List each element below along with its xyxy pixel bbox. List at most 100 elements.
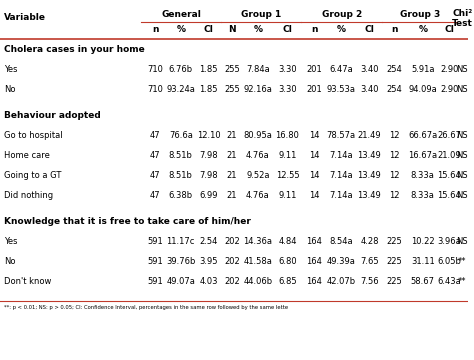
Text: 13.49: 13.49 [357,171,381,180]
Text: 21: 21 [227,171,237,180]
Text: 11.17c: 11.17c [166,237,195,246]
Text: 93.24a: 93.24a [166,85,195,94]
Text: 12: 12 [389,131,400,140]
Text: 225: 225 [386,257,402,266]
Text: 3.30: 3.30 [278,65,297,74]
Text: 12: 12 [389,151,400,160]
Text: 254: 254 [386,65,402,74]
Text: 16.67a: 16.67a [408,151,438,160]
Text: 21: 21 [227,131,237,140]
Text: 10.22: 10.22 [411,237,435,246]
Text: 58.67: 58.67 [411,277,435,286]
Text: %: % [418,25,427,34]
Text: NS: NS [456,171,468,180]
Text: 8.51b: 8.51b [169,171,193,180]
Text: 591: 591 [147,277,163,286]
Text: CI: CI [283,25,292,34]
Text: n: n [152,25,158,34]
Text: 3.40: 3.40 [360,65,379,74]
Text: 164: 164 [306,277,322,286]
Text: 12.10: 12.10 [197,131,220,140]
Text: 3.96a: 3.96a [438,237,461,246]
Text: 8.54a: 8.54a [329,237,353,246]
Text: 21.49: 21.49 [357,131,381,140]
Text: 31.11: 31.11 [411,257,435,266]
Text: Behaviour adopted: Behaviour adopted [4,111,100,120]
Text: 14: 14 [309,151,319,160]
Text: 5.91a: 5.91a [411,65,435,74]
Text: NS: NS [456,237,468,246]
Text: 6.76b: 6.76b [169,65,193,74]
Text: 78.57a: 78.57a [326,131,356,140]
Text: 13.49: 13.49 [357,191,381,200]
Text: 4.28: 4.28 [360,237,379,246]
Text: 2.90: 2.90 [440,85,459,94]
Text: Did nothing: Did nothing [4,191,53,200]
Text: 4.84: 4.84 [278,237,297,246]
Text: 41.58a: 41.58a [243,257,272,266]
Text: 47: 47 [150,191,160,200]
Text: Group 2: Group 2 [322,10,362,19]
Text: 47: 47 [150,151,160,160]
Text: 202: 202 [224,277,240,286]
Text: CI: CI [203,25,213,34]
Text: 7.84a: 7.84a [246,65,270,74]
Text: General: General [161,10,201,19]
Text: Variable: Variable [4,13,46,22]
Text: 8.33a: 8.33a [411,171,435,180]
Text: n: n [391,25,397,34]
Text: 80.95a: 80.95a [243,131,272,140]
Text: %: % [253,25,262,34]
Text: 66.67a: 66.67a [408,131,438,140]
Text: Yes: Yes [4,237,18,246]
Text: 8.33a: 8.33a [411,191,435,200]
Text: 7.98: 7.98 [199,151,218,160]
Text: 14: 14 [309,131,319,140]
Text: 2.54: 2.54 [199,237,218,246]
Text: 21: 21 [227,191,237,200]
Text: 254: 254 [386,85,402,94]
Text: Go to hospital: Go to hospital [4,131,63,140]
Text: 164: 164 [306,237,322,246]
Text: CI: CI [445,25,455,34]
Text: Chi²: Chi² [452,9,473,18]
Text: 591: 591 [147,257,163,266]
Text: 49.39a: 49.39a [327,257,355,266]
Text: 202: 202 [224,257,240,266]
Text: 225: 225 [386,237,402,246]
Text: NS: NS [456,191,468,200]
Text: 4.03: 4.03 [199,277,218,286]
Text: NS: NS [456,85,468,94]
Text: NS: NS [456,151,468,160]
Text: 26.67: 26.67 [438,131,462,140]
Text: 6.85: 6.85 [278,277,297,286]
Text: 93.53a: 93.53a [326,85,356,94]
Text: Cholera cases in your home: Cholera cases in your home [4,45,145,54]
Text: 710: 710 [147,85,163,94]
Text: 14: 14 [309,171,319,180]
Text: No: No [4,257,16,266]
Text: 49.07a: 49.07a [166,277,195,286]
Text: Group 1: Group 1 [241,10,282,19]
Text: Knowledge that it is free to take care of him/her: Knowledge that it is free to take care o… [4,217,251,226]
Text: 44.06b: 44.06b [243,277,273,286]
Text: 47: 47 [150,171,160,180]
Text: NS: NS [456,131,468,140]
Text: 47: 47 [150,131,160,140]
Text: Don't know: Don't know [4,277,51,286]
Text: 94.09a: 94.09a [409,85,437,94]
Text: 7.14a: 7.14a [329,191,353,200]
Text: 9.11: 9.11 [278,191,297,200]
Text: 3.40: 3.40 [360,85,379,94]
Text: 6.80: 6.80 [278,257,297,266]
Text: 12.55: 12.55 [276,171,299,180]
Text: 2.90: 2.90 [440,65,459,74]
Text: **: p < 0.01; NS: p > 0.05; CI: Confidence Interval, percentages in the same row: **: p < 0.01; NS: p > 0.05; CI: Confiden… [4,305,288,310]
Text: %: % [176,25,185,34]
Text: 202: 202 [224,237,240,246]
Text: 14: 14 [309,191,319,200]
Text: 3.30: 3.30 [278,85,297,94]
Text: **: ** [458,257,466,266]
Text: Going to a GT: Going to a GT [4,171,61,180]
Text: 4.76a: 4.76a [246,151,270,160]
